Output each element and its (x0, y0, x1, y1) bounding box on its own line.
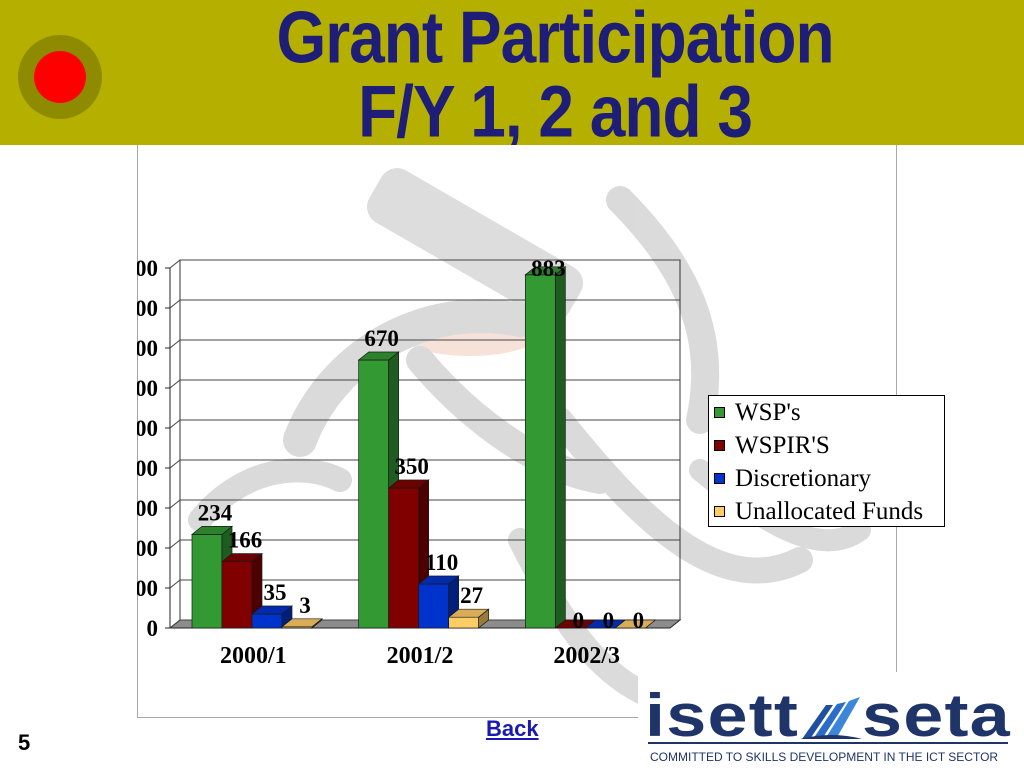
bar-unallocated-funds-2001-2-top (447, 608, 490, 618)
bar-discretionary-2000-1-front (251, 613, 283, 629)
bar-wsp-s-2001-2-top (357, 351, 400, 361)
x-category-label: 2001/2 (387, 643, 454, 669)
data-label-discretionary-2002-3: 0 (603, 608, 615, 633)
logo-wordmark-right: seta (862, 682, 1011, 749)
logo-tagline: COMMITTED TO SKILLS DEVELOPMENT IN THE I… (650, 750, 999, 764)
red-circle-bullet-icon (18, 35, 102, 119)
bar-wsp-s-2002-3-top (524, 266, 567, 276)
bar-unallocated-funds-2001-2 (447, 608, 490, 629)
data-label-discretionary-2001-2: 110 (425, 550, 458, 575)
bar-wspir-s-2001-2-top (387, 479, 430, 489)
slide-title-line-2: F/Y 1, 2 and 3 (358, 69, 753, 153)
y-tick-label: 300 (137, 496, 158, 521)
data-label-wsp-s-2002-3: 883 (531, 256, 566, 281)
data-label-wspir-s-2000-1: 166 (228, 528, 263, 553)
bar-discretionary-2000-1-top (251, 605, 293, 615)
logo-wordmark-left: isett (645, 682, 800, 749)
bar-discretionary-2001-2 (417, 575, 460, 629)
bar-wspir-s-2001-2-front (388, 487, 420, 629)
legend-label: WSPIR'S (735, 432, 830, 459)
bar-wspir-s-2000-1 (221, 552, 263, 629)
bar-wsp-s-2002-3-side (554, 266, 566, 629)
bars (191, 266, 657, 629)
side-wall-gridline (169, 459, 181, 469)
legend-label: Discretionary (735, 465, 872, 492)
legend-label: Unallocated Funds (735, 498, 924, 525)
side-wall-gridline (169, 259, 181, 269)
side-wall-gridline (169, 539, 181, 549)
y-tick-label: 0 (147, 616, 159, 641)
bar-wspir-s-2000-1-front (221, 561, 253, 629)
data-label-wsp-s-2001-2: 670 (364, 326, 399, 351)
bar-discretionary-2001-2-front (418, 583, 450, 629)
watermark-finger-shape (606, 186, 720, 434)
x-category-label: 2002/3 (553, 643, 620, 669)
bar-wsp-s-2002-3 (524, 266, 567, 629)
legend-swatch (714, 440, 725, 451)
bar-discretionary-2001-2-top (417, 575, 460, 585)
bar-wspir-s-2000-1-top (221, 553, 263, 562)
data-label-unallocated-funds-2002-3: 0 (633, 608, 645, 633)
x-category-label: 2000/1 (220, 643, 287, 669)
bar-unallocated-funds-2002-3-top (614, 619, 657, 629)
bar-wsp-s-2001-2-front (358, 359, 390, 629)
y-tick-label: 200 (137, 536, 158, 561)
slide-title-line-1: Grant Participation (276, 0, 834, 79)
side-wall-gridline (169, 379, 181, 389)
y-tick-label: 600 (137, 376, 158, 401)
y-tick-label: 700 (137, 336, 158, 361)
side-wall-gridline (169, 299, 181, 309)
legend-swatch (714, 407, 725, 418)
slide-number: 5 (18, 730, 31, 755)
title-banner: Grant Participation F/Y 1, 2 and 3 (0, 0, 1024, 152)
red-dot-icon (34, 51, 86, 103)
legend-label: WSP's (735, 399, 801, 426)
bar-unallocated-funds-2000-1 (281, 618, 323, 629)
watermark-accent-shape (395, 304, 545, 356)
bar-wsp-s-2000-1-front (191, 534, 223, 629)
side-wall-gridline (169, 579, 181, 589)
watermark-finger-shape (283, 299, 537, 457)
side-wall-gridline (169, 499, 181, 509)
bar-unallocated-funds-2000-1-top (281, 618, 323, 628)
legend-swatch (714, 473, 725, 484)
y-tick-label: 100 (137, 576, 158, 601)
bar-unallocated-funds-2001-2-front (448, 616, 480, 629)
bar-wsp-s-2000-1-top (191, 526, 233, 535)
y-tick-label: 900 (137, 256, 158, 281)
blue-sail-emblem-icon (800, 697, 862, 739)
logo-divider (648, 742, 1008, 744)
legend-item-unallocated-funds: Unallocated Funds (709, 495, 944, 528)
y-tick-label: 500 (137, 416, 158, 441)
isett-seta-logo: isett seta COMMITTED TO SKILLS DEVELOPME… (638, 672, 1024, 768)
bar-discretionary-2000-1 (251, 605, 293, 629)
side-wall-gridline (169, 339, 181, 349)
data-label-unallocated-funds-2000-1: 3 (299, 593, 311, 618)
bar-wsp-s-2002-3-front (524, 274, 556, 629)
side-wall-gridline (169, 619, 181, 629)
chart-labels: 01002003004005006007008009002000/12001/2… (137, 256, 644, 669)
legend-item-wspirs: WSPIR'S (709, 429, 944, 462)
data-label-discretionary-2000-1: 35 (264, 580, 287, 605)
y-tick-label: 800 (137, 296, 158, 321)
chart-legend: WSP's WSPIR'S Discretionary Unallocated … (708, 395, 945, 527)
data-label-wsp-s-2000-1: 234 (198, 500, 233, 525)
side-wall-gridline (169, 419, 181, 429)
watermark-finger-shape (188, 458, 352, 532)
data-label-unallocated-funds-2001-2: 27 (460, 583, 483, 608)
bar-unallocated-funds-2002-3 (614, 619, 657, 629)
watermark-finger-shape (406, 346, 614, 494)
data-label-wspir-s-2001-2: 350 (394, 454, 429, 479)
back-link[interactable]: Back (486, 716, 539, 741)
data-label-wspir-s-2002-3: 0 (573, 608, 585, 633)
y-tick-label: 400 (137, 456, 158, 481)
legend-item-discretionary: Discretionary (709, 462, 944, 495)
legend-swatch (714, 506, 725, 517)
legend-item-wsps: WSP's (709, 396, 944, 429)
